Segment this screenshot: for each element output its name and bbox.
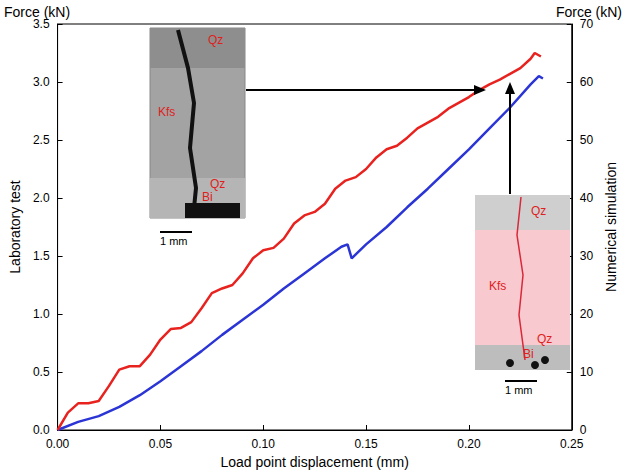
svg-text:1.0: 1.0 (33, 307, 50, 321)
svg-text:0.0: 0.0 (33, 423, 50, 437)
svg-text:Bi: Bi (202, 190, 213, 204)
svg-text:0.20: 0.20 (457, 437, 481, 451)
svg-text:2.0: 2.0 (33, 191, 50, 205)
svg-text:50: 50 (580, 133, 594, 147)
svg-text:3.0: 3.0 (33, 75, 50, 89)
svg-text:40: 40 (580, 191, 594, 205)
svg-text:Laboratory test: Laboratory test (7, 180, 23, 273)
svg-text:10: 10 (580, 365, 594, 379)
svg-text:1 mm: 1 mm (505, 384, 533, 396)
svg-text:70: 70 (579, 17, 594, 31)
svg-text:1.5: 1.5 (33, 249, 50, 263)
svg-text:0.10: 0.10 (252, 437, 276, 451)
svg-text:2.5: 2.5 (33, 133, 50, 147)
svg-text:Qz: Qz (537, 332, 552, 346)
svg-text:3.5: 3.5 (32, 17, 50, 31)
svg-text:Qz: Qz (208, 33, 223, 47)
svg-text:1 mm: 1 mm (160, 235, 188, 247)
svg-text:30: 30 (580, 249, 594, 263)
svg-text:Kfs: Kfs (489, 279, 506, 293)
svg-text:Bi: Bi (523, 347, 534, 361)
svg-text:0.05: 0.05 (149, 437, 173, 451)
svg-text:20: 20 (580, 307, 594, 321)
svg-text:0.5: 0.5 (33, 365, 50, 379)
svg-text:Force (kN): Force (kN) (4, 4, 70, 20)
svg-text:0: 0 (580, 423, 587, 437)
svg-text:Load point displacement (mm): Load point displacement (mm) (221, 454, 409, 470)
svg-text:0.00: 0.00 (46, 437, 70, 451)
svg-text:Numerical simulation: Numerical simulation (603, 162, 619, 292)
svg-text:Qz: Qz (531, 204, 546, 218)
svg-text:Kfs: Kfs (158, 105, 175, 119)
svg-text:Qz: Qz (210, 177, 225, 191)
svg-text:0.25: 0.25 (560, 437, 584, 451)
svg-text:Force (kN): Force (kN) (556, 4, 622, 20)
svg-text:60: 60 (580, 75, 594, 89)
svg-text:0.15: 0.15 (354, 437, 378, 451)
